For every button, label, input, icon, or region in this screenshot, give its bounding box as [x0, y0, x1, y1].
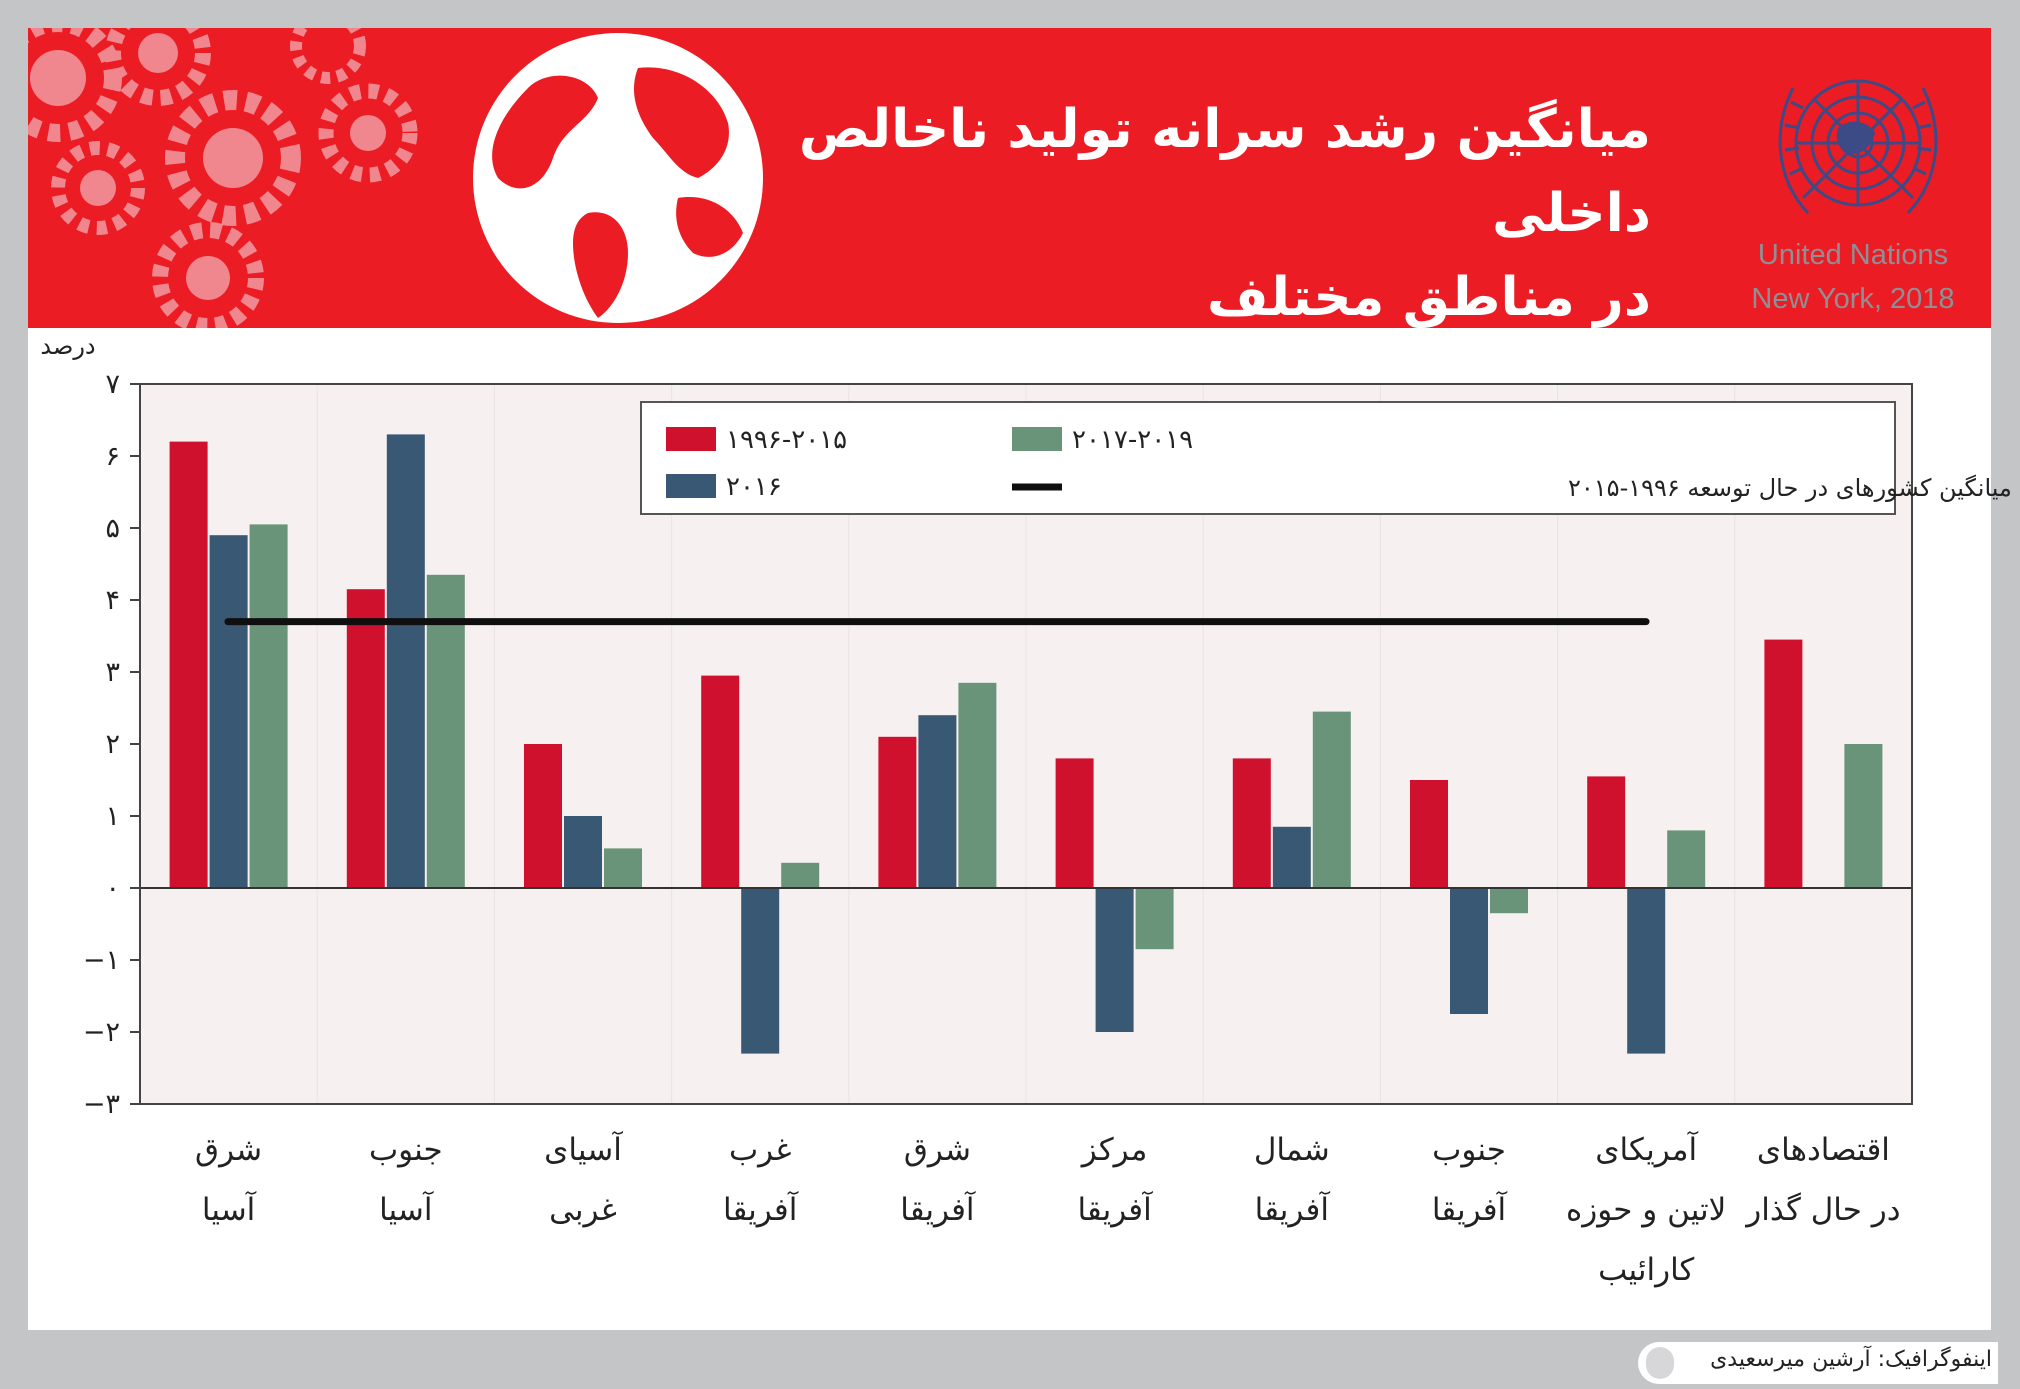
bar-2017-2019: [249, 524, 288, 888]
chart-title: میانگین رشد سرانه تولید ناخالص داخلی در …: [651, 88, 1651, 328]
bar-2016: [1272, 826, 1311, 888]
bar-2017-2019: [1667, 830, 1706, 888]
bar-1996-2015: [1232, 758, 1271, 888]
bar-2016: [1450, 888, 1488, 1014]
y-tick-label: −۱: [83, 945, 120, 976]
bar-2017-2019: [781, 862, 820, 888]
bar-2017-2019: [958, 682, 997, 888]
x-category-label: آمریکای: [1595, 1130, 1698, 1168]
y-tick-label: ۵: [105, 513, 120, 544]
y-tick-label: ۰: [105, 873, 120, 904]
plot-frame: [139, 383, 1913, 1105]
y-tick-label: ۳: [105, 657, 120, 688]
x-category-label: مرکز: [1080, 1132, 1148, 1168]
source-line-2: New York, 2018: [1751, 283, 1955, 315]
footer-pill: [1638, 1342, 1998, 1384]
bar-2016: [209, 535, 248, 888]
bar-2017-2019: [1844, 744, 1883, 888]
bar-1996-2015: [524, 744, 562, 888]
x-category-label: آسیا: [202, 1190, 257, 1228]
y-tick-label: ۶: [105, 441, 120, 472]
x-category-label: آفریقا: [900, 1190, 976, 1228]
bar-1996-2015: [878, 736, 917, 888]
x-category-label: جنوب: [1432, 1132, 1506, 1168]
bar-1996-2015: [1410, 780, 1448, 888]
credit-text: اینفوگرافیک: آرشین میرسعیدی: [1710, 1347, 1992, 1372]
bar-1996-2015: [346, 589, 385, 888]
x-category-label: آسیا: [379, 1190, 434, 1228]
bar-2017-2019: [1312, 711, 1351, 888]
legend-swatch-2016: [666, 474, 716, 498]
bar-2017-2019: [426, 574, 465, 888]
x-category-label: آفریقا: [1255, 1190, 1331, 1228]
x-category-label: آفریقا: [1077, 1190, 1153, 1228]
x-category-label: آفریقا: [1432, 1190, 1508, 1228]
bar-1996-2015: [1764, 639, 1803, 888]
bar-2016: [564, 816, 602, 888]
source-label: United Nations New York, 2018: [1733, 233, 1973, 321]
bar-1996-2015: [169, 441, 208, 888]
y-tick-label: −۲: [83, 1017, 120, 1048]
bar-2017-2019: [1490, 888, 1528, 914]
x-category-label: شرق: [195, 1132, 262, 1168]
legend-label: ۲۰۱۷-۲۰۱۹: [1072, 425, 1193, 455]
y-tick-label: −۳: [83, 1089, 120, 1120]
legend-swatch-1996-2015: [666, 427, 716, 451]
y-tick-label: ۷: [105, 369, 120, 400]
bar-2016: [1627, 888, 1666, 1054]
bar-2017-2019: [1135, 888, 1174, 950]
legend-box: [640, 401, 1896, 515]
title-line-2: در مناطق مختلف: [1206, 267, 1651, 328]
bar-2016: [386, 434, 425, 888]
x-category-label: غرب: [729, 1132, 792, 1168]
x-category-label: در حال گذار: [1744, 1192, 1900, 1228]
globe-icon: [473, 33, 763, 323]
y-tick-label: ۴: [105, 585, 120, 616]
x-category-label: جنوب: [369, 1132, 443, 1168]
header-banner: میانگین رشد سرانه تولید ناخالص داخلی در …: [28, 28, 1991, 328]
title-line-1: میانگین رشد سرانه تولید ناخالص داخلی: [798, 99, 1651, 244]
legend-swatch-2017-2019: [1012, 427, 1062, 451]
bar-2016: [918, 715, 957, 888]
y-tick-label: ۱: [105, 801, 120, 832]
x-category-label: غربی: [549, 1192, 617, 1228]
x-category-label: لاتین و حوزه: [1566, 1192, 1726, 1228]
x-category-label: آفریقا: [723, 1190, 799, 1228]
bar-chart: درصد ۷ ۶ ۵ ۴ ۳ ۲ ۱ ۰ −۱ −۲ −۳ ۱۹۹۶-۲۰۱۵ ۲۰۱۷-۲۰۱۹ ۲۰۱۶…: [40, 332, 2012, 1288]
x-category-label: شرق: [904, 1132, 971, 1168]
legend: ۱۹۹۶-۲۰۱۵ ۲۰۱۷-۲۰۱۹ ۲۰۱۶ میانگین کشورهای در…: [640, 401, 2012, 515]
x-category-label: شمال: [1254, 1132, 1330, 1168]
bar-2017-2019: [604, 848, 642, 888]
bar-1996-2015: [701, 675, 740, 888]
un-emblem-icon: [1778, 79, 1938, 215]
bar-1996-2015: [1055, 758, 1094, 888]
bar-2016: [741, 888, 780, 1054]
decorative-gears-and-globe: [28, 28, 763, 328]
x-category-label: آسیای: [544, 1130, 623, 1168]
bar-1996-2015: [1587, 776, 1626, 888]
y-tick-label: ۲: [105, 729, 120, 760]
bar-2016: [1095, 888, 1134, 1032]
legend-label: میانگین کشورهای در حال توسعه ۱۹۹۶-۲۰۱۵: [1568, 474, 2012, 502]
x-category-label: اقتصادهای: [1757, 1132, 1890, 1168]
legend-label: ۲۰۱۶: [726, 472, 782, 502]
y-axis-label: درصد: [40, 332, 95, 360]
credit-dot-icon: [1646, 1347, 1674, 1379]
source-line-1: United Nations: [1757, 239, 1949, 271]
x-category-label: کارائیب: [1598, 1252, 1694, 1288]
legend-label: ۱۹۹۶-۲۰۱۵: [726, 425, 847, 455]
